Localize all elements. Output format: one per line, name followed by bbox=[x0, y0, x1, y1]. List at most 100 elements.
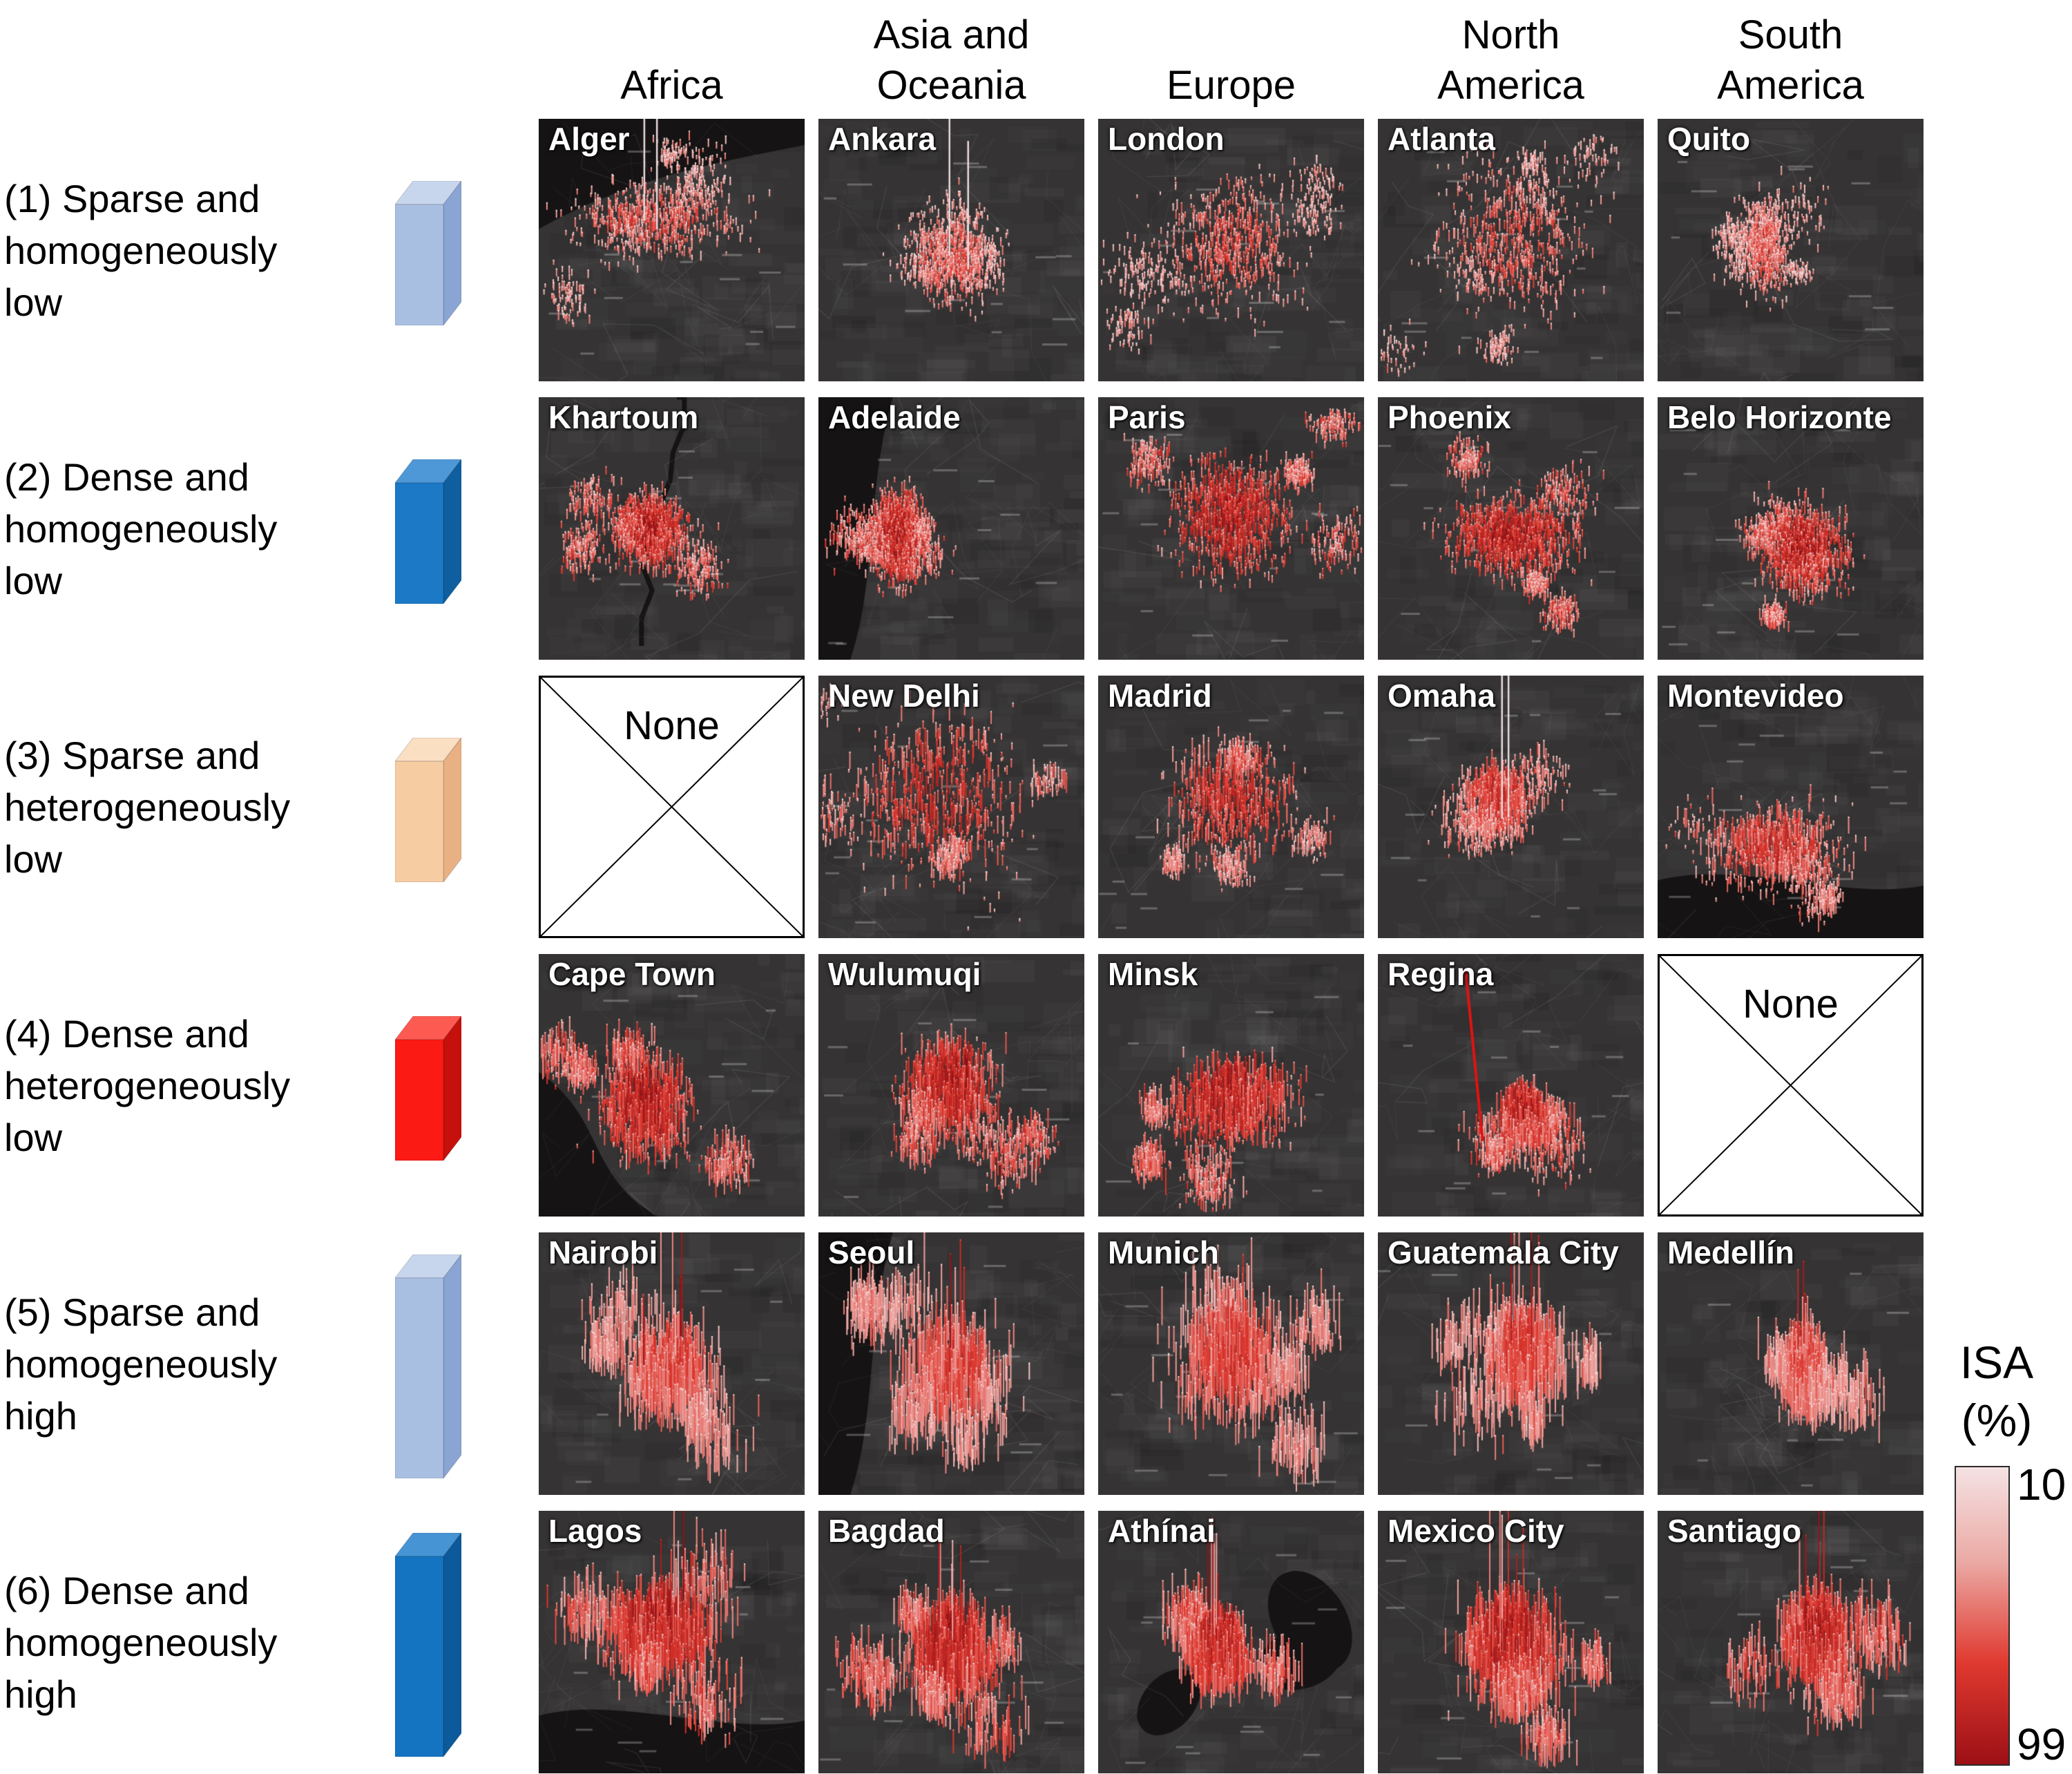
map-cell-atlanta: Atlanta bbox=[1378, 119, 1644, 381]
city-label: Bagdad bbox=[828, 1513, 945, 1549]
category-cuboid-icon bbox=[395, 1015, 461, 1161]
row-label-line: low bbox=[4, 559, 63, 602]
map-canvas bbox=[818, 954, 1084, 1217]
none-label: None bbox=[624, 703, 720, 748]
map-canvas bbox=[1098, 954, 1364, 1217]
city-label: Guatemala City bbox=[1388, 1234, 1619, 1270]
map-canvas bbox=[818, 1232, 1084, 1495]
map-cell-phoenix: Phoenix bbox=[1378, 397, 1644, 660]
category-cuboid-icon bbox=[395, 1533, 461, 1757]
category-cuboid-icon bbox=[395, 1255, 461, 1478]
map-cell-london: London bbox=[1098, 119, 1364, 381]
row-label-line: (2) Dense and bbox=[4, 455, 249, 499]
city-label: Mexico City bbox=[1388, 1513, 1564, 1549]
category-cuboid-icon bbox=[395, 459, 461, 604]
row-label-line: (4) Dense and bbox=[4, 1012, 249, 1056]
map-cell-regina: Regina bbox=[1378, 954, 1644, 1217]
column-header: Africa bbox=[539, 60, 805, 111]
map-cell-minsk: Minsk bbox=[1098, 954, 1364, 1217]
column-header-line: Oceania bbox=[876, 63, 1026, 108]
legend-title-line: ISA bbox=[1959, 1337, 2034, 1388]
map-canvas bbox=[1378, 119, 1644, 381]
city-label: Paris bbox=[1108, 399, 1186, 435]
row-label-line: heterogeneously bbox=[4, 785, 291, 829]
city-label: Madrid bbox=[1108, 678, 1212, 714]
row-label-line: homogeneously bbox=[4, 1621, 278, 1664]
row-label-line: homogeneously bbox=[4, 1342, 278, 1386]
map-canvas bbox=[1658, 119, 1924, 381]
empty-cell: None bbox=[539, 676, 805, 938]
map-canvas bbox=[1658, 1232, 1924, 1495]
city-label: Santiago bbox=[1667, 1513, 1802, 1549]
city-label: Minsk bbox=[1108, 956, 1198, 992]
column-header: North America bbox=[1378, 10, 1644, 111]
map-cell-guatemala-city: Guatemala City bbox=[1378, 1232, 1644, 1495]
map-cell-cape-town: Cape Town bbox=[539, 954, 805, 1217]
row-label-line: homogeneously bbox=[4, 229, 278, 272]
map-cell-santiago: Santiago bbox=[1658, 1511, 1924, 1773]
column-header: Asia and Oceania bbox=[818, 10, 1084, 111]
map-canvas bbox=[818, 397, 1084, 660]
map-canvas bbox=[1658, 676, 1924, 938]
city-label: London bbox=[1108, 121, 1225, 157]
map-cell-lagos: Lagos bbox=[539, 1511, 805, 1773]
row-label-line: (3) Sparse and bbox=[4, 734, 260, 777]
city-label: Regina bbox=[1388, 956, 1494, 992]
city-label: Belo Horizonte bbox=[1667, 399, 1892, 435]
map-cell-belo-horizonte: Belo Horizonte bbox=[1658, 397, 1924, 660]
map-canvas bbox=[1098, 119, 1364, 381]
city-label: Alger bbox=[548, 121, 630, 157]
map-cell-omaha: Omaha bbox=[1378, 676, 1644, 938]
row-label-line: heterogeneously bbox=[4, 1064, 291, 1107]
row-label: (6) Dense and homogeneously high bbox=[4, 1565, 391, 1720]
map-cell-wulumuqi: Wulumuqi bbox=[818, 954, 1084, 1217]
map-canvas bbox=[1378, 954, 1644, 1217]
map-cell-alger: Alger bbox=[539, 119, 805, 381]
column-header-line: America bbox=[1717, 63, 1864, 108]
city-label: Cape Town bbox=[548, 956, 716, 992]
city-label: Omaha bbox=[1388, 678, 1495, 714]
map-cell-seoul: Seoul bbox=[818, 1232, 1084, 1495]
empty-cell: None bbox=[1658, 954, 1924, 1217]
map-canvas bbox=[539, 119, 805, 381]
row-label-line: high bbox=[4, 1672, 77, 1716]
city-label: Phoenix bbox=[1388, 399, 1511, 435]
legend-value-top: 10 bbox=[2017, 1460, 2066, 1509]
map-canvas bbox=[539, 954, 805, 1217]
x-mark-icon bbox=[1660, 956, 1921, 1214]
column-header: South America bbox=[1658, 10, 1924, 111]
city-label: New Delhi bbox=[828, 678, 980, 714]
row-label-line: (5) Sparse and bbox=[4, 1290, 260, 1334]
legend-title: ISA (%) bbox=[1931, 1333, 2062, 1449]
legend-colorbar bbox=[1955, 1466, 2010, 1766]
row-label: (4) Dense and heterogeneously low bbox=[4, 1008, 391, 1163]
map-canvas bbox=[1378, 1511, 1644, 1773]
column-header-line: Europe bbox=[1166, 63, 1296, 108]
city-label: Athínai bbox=[1108, 1513, 1216, 1549]
map-canvas bbox=[1098, 397, 1364, 660]
map-cell-khartoum: Khartoum bbox=[539, 397, 805, 660]
row-label: (1) Sparse and homogeneously low bbox=[4, 173, 391, 328]
city-label: Wulumuqi bbox=[828, 956, 981, 992]
city-label: Nairobi bbox=[548, 1234, 658, 1270]
row-label-line: low bbox=[4, 280, 63, 324]
map-canvas bbox=[1098, 1232, 1364, 1495]
map-cell-medell-n: Medellín bbox=[1658, 1232, 1924, 1495]
map-canvas bbox=[1378, 676, 1644, 938]
map-cell-madrid: Madrid bbox=[1098, 676, 1364, 938]
map-cell-nairobi: Nairobi bbox=[539, 1232, 805, 1495]
row-label: (2) Dense and homogeneously low bbox=[4, 451, 391, 607]
isa-legend: ISA (%) 10 99 bbox=[1931, 1333, 2072, 1774]
city-label: Atlanta bbox=[1388, 121, 1495, 157]
map-canvas bbox=[1658, 397, 1924, 660]
row-label-line: high bbox=[4, 1394, 77, 1438]
city-label: Seoul bbox=[828, 1234, 915, 1270]
category-cuboid-icon bbox=[395, 737, 461, 882]
map-canvas bbox=[539, 397, 805, 660]
map-canvas bbox=[1098, 676, 1364, 938]
map-canvas bbox=[1378, 397, 1644, 660]
city-label: Lagos bbox=[548, 1513, 642, 1549]
city-label: Quito bbox=[1667, 121, 1751, 157]
row-label-line: (1) Sparse and bbox=[4, 177, 260, 220]
